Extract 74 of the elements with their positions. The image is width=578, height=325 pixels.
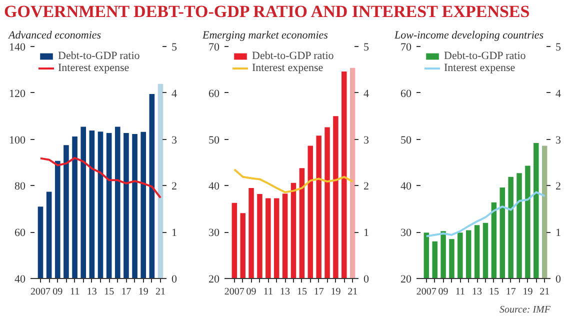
y-tick-label: 70: [208, 42, 220, 54]
x-tick-label: 19: [330, 286, 341, 298]
x-tick-label: 21: [156, 286, 166, 298]
y-tick-label: 120: [9, 88, 26, 100]
chart-subtitle: Low-income developing countries: [394, 30, 544, 42]
x-tick-label: 13: [280, 286, 290, 298]
y2-tick-label: 4: [556, 88, 562, 100]
y-tick-label: 80: [14, 180, 26, 193]
x-tick-label: 21: [540, 286, 550, 298]
legend-label: Interest expense: [444, 62, 516, 74]
x-tick-label: 13: [86, 286, 97, 298]
y2-tick-label: 5: [172, 42, 178, 54]
x-tick-label: 2007: [224, 286, 244, 298]
x-tick-label: 19: [138, 286, 148, 298]
y-tick-label: 40: [400, 180, 412, 193]
y2-tick-label: 1: [364, 227, 369, 240]
y2-tick-label: 5: [364, 42, 370, 54]
y-tick-label: 70: [400, 42, 412, 54]
y2-tick-label: 0: [556, 274, 562, 286]
y2-tick-label: 0: [364, 274, 370, 286]
y2-tick-label: 0: [172, 274, 178, 286]
y-tick-label: 20: [208, 274, 220, 286]
x-tick-label: 09: [52, 286, 63, 298]
x-tick-label: 15: [488, 286, 499, 298]
legend-label: Debt-to-GDP ratio: [444, 50, 526, 62]
legend-label: Interest expense: [252, 62, 324, 74]
y-tick-label: 60: [400, 88, 412, 100]
y2-tick-label: 3: [364, 134, 370, 146]
line-series: [425, 191, 546, 238]
x-tick-label: 09: [246, 286, 256, 298]
y2-tick-label: 2: [172, 180, 177, 193]
y2-tick-label: 4: [364, 88, 370, 100]
y2-tick-label: 5: [556, 42, 562, 54]
x-tick-label: 11: [455, 286, 465, 298]
x-tick-label: 11: [263, 286, 273, 298]
legend-label: Debt-to-GDP ratio: [252, 50, 334, 62]
y2-tick-label: 2: [556, 180, 561, 193]
x-tick-label: 15: [296, 286, 307, 298]
x-tick-label: 2007: [416, 286, 436, 298]
y2-tick-label: 3: [172, 134, 178, 146]
x-tick-label: 17: [314, 286, 324, 298]
y-tick-label: 20: [400, 274, 412, 286]
y2-tick-label: 1: [556, 227, 561, 240]
y-tick-label: 40: [208, 180, 220, 193]
y-tick-label: 40: [14, 274, 26, 286]
x-tick-label: 2007: [30, 286, 50, 298]
y-tick-label: 30: [400, 227, 412, 240]
legend-label: Debt-to-GDP ratio: [58, 50, 140, 62]
x-tick-label: 09: [438, 286, 448, 298]
y-tick-label: 60: [14, 227, 26, 240]
line-series: [233, 168, 354, 194]
x-tick-label: 15: [104, 286, 114, 298]
text: GOVERNMENT DEBT-TO-GDP RATIO AND INTEREST EXPENSES: [4, 1, 530, 23]
y-tick-label: 50: [400, 134, 412, 146]
y-tick-label: 100: [9, 134, 26, 146]
y-tick-label: 50: [208, 134, 220, 146]
y-tick-label: 30: [208, 227, 220, 240]
x-tick-label: 17: [121, 286, 132, 298]
chart-subtitle: Advanced economies: [8, 30, 102, 42]
x-tick-label: 19: [522, 286, 533, 298]
y2-tick-label: 1: [172, 227, 177, 240]
line-series: [40, 156, 162, 199]
y-tick-label: 140: [9, 42, 26, 54]
legend-label: Interest expense: [58, 62, 130, 74]
source-note: Source: IMF: [500, 304, 552, 316]
y2-tick-label: 2: [364, 180, 369, 193]
chart-subtitle: Emerging market economies: [202, 30, 328, 42]
x-tick-label: 11: [70, 286, 80, 298]
x-tick-label: 21: [348, 286, 358, 298]
x-tick-label: 17: [506, 286, 516, 298]
x-tick-label: 13: [472, 286, 482, 298]
y2-tick-label: 4: [172, 88, 178, 100]
y2-tick-label: 3: [556, 134, 562, 146]
y-tick-label: 60: [208, 88, 220, 100]
